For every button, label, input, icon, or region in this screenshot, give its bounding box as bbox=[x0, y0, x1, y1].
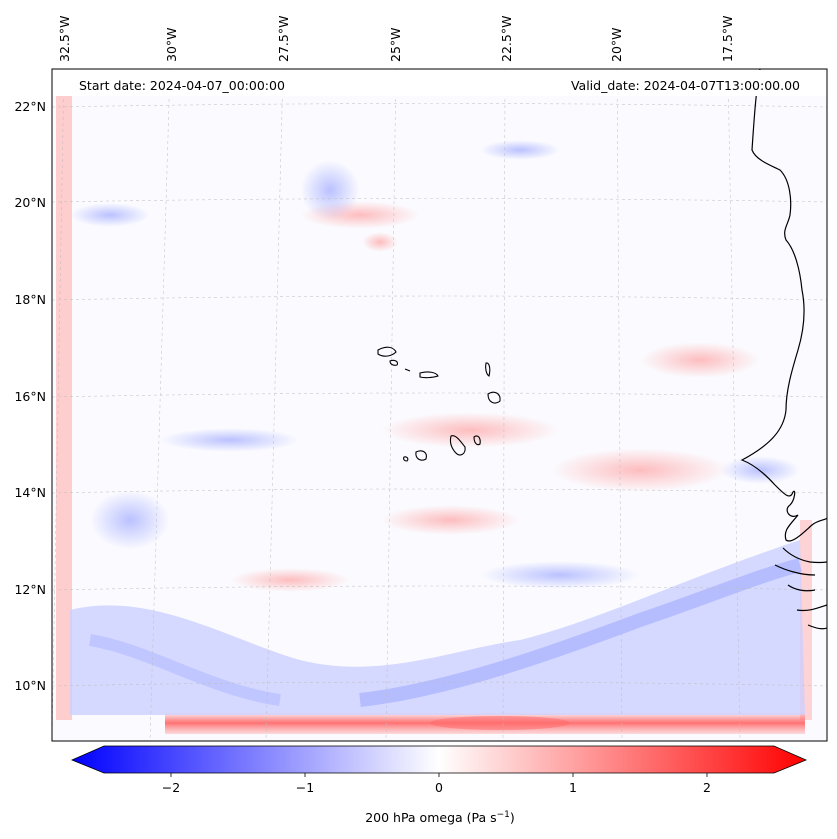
colorbar: −2 −1 0 1 2 200 hPa omega (Pa s−1) bbox=[70, 745, 808, 825]
lat-tick-label: 18°N bbox=[14, 292, 46, 307]
red-core bbox=[430, 716, 570, 730]
blue-patch bbox=[480, 561, 640, 589]
red-patch bbox=[380, 412, 560, 448]
colorbar-title: 200 hPa omega (Pa s−1) bbox=[365, 810, 515, 825]
map-frame bbox=[51, 68, 828, 742]
lon-tick-label: 17.5°W bbox=[720, 16, 735, 62]
lon-tick-label: 27.5°W bbox=[276, 16, 291, 62]
lon-tick-label: 22.5°W bbox=[499, 16, 514, 62]
lon-tick-label: 30°W bbox=[164, 27, 179, 62]
island-santiago bbox=[449, 435, 466, 456]
colorbar-title-main: 200 hPa omega (Pa s bbox=[365, 810, 496, 825]
island-fogo bbox=[415, 450, 427, 461]
lat-tick-label: 14°N bbox=[14, 485, 46, 500]
map-panel bbox=[52, 69, 827, 741]
colorbar-tick-label: 2 bbox=[703, 780, 711, 795]
boundary-band-left bbox=[56, 90, 72, 720]
cape-verde-islands bbox=[377, 346, 501, 462]
red-patch bbox=[230, 568, 350, 592]
blue-patch bbox=[90, 490, 170, 550]
africa-coastline bbox=[740, 69, 827, 542]
lon-tick-labels: 32.5°W 30°W 27.5°W 25°W 22.5°W 20°W 17.5… bbox=[57, 16, 735, 62]
island-sao-nicolau bbox=[419, 371, 439, 379]
header-strip bbox=[52, 70, 827, 96]
lon-tick-label: 20°W bbox=[609, 27, 624, 62]
start-date-label: Start date: 2024-04-07_00:00:00 bbox=[79, 78, 285, 93]
blue-streak-south-2 bbox=[89, 634, 281, 706]
lat-tick-label: 16°N bbox=[14, 389, 46, 404]
blue-patch bbox=[300, 160, 360, 220]
lat-tick-labels: 22°N 20°N 18°N 16°N 14°N 12°N 10°N bbox=[14, 99, 46, 693]
colorbar-bar bbox=[70, 745, 808, 774]
island-santo-antao bbox=[377, 346, 397, 357]
colorbar-ticks bbox=[170, 773, 708, 777]
island-boa-vista bbox=[487, 391, 501, 404]
island-sao-vicente bbox=[389, 359, 399, 366]
blue-streak-south bbox=[359, 558, 802, 707]
red-patch bbox=[550, 448, 730, 492]
colorbar-tick-label: −1 bbox=[296, 780, 314, 795]
colorbar-title-sup: −1 bbox=[497, 810, 510, 820]
blue-patch bbox=[480, 140, 560, 160]
blue-patch bbox=[160, 428, 300, 452]
red-patch bbox=[640, 342, 760, 378]
lon-tick-label: 32.5°W bbox=[57, 16, 72, 62]
senegal-gambia-coast bbox=[774, 547, 827, 630]
valid-date-label: Valid_date: 2024-04-07T13:00:00.00 bbox=[571, 78, 800, 93]
lat-tick-label: 12°N bbox=[14, 582, 46, 597]
island-maio bbox=[473, 435, 481, 446]
island-sal bbox=[485, 362, 491, 377]
island-brava bbox=[403, 456, 409, 462]
red-patch bbox=[362, 232, 398, 252]
colorbar-tick-label: −2 bbox=[162, 780, 180, 795]
lon-tick-label: 25°W bbox=[388, 27, 403, 62]
island-santa-luzia bbox=[404, 368, 411, 372]
coastlines bbox=[740, 69, 827, 630]
colorbar-tick-label: 0 bbox=[435, 780, 443, 795]
lat-tick-label: 22°N bbox=[14, 99, 46, 114]
red-patch bbox=[380, 505, 520, 535]
gridlines bbox=[52, 69, 827, 741]
colorbar-tick-label: 1 bbox=[569, 780, 577, 795]
lat-tick-label: 10°N bbox=[14, 678, 46, 693]
colorbar-title-end: ) bbox=[510, 810, 515, 825]
lat-tick-label: 20°N bbox=[14, 195, 46, 210]
blue-patch bbox=[70, 203, 150, 227]
